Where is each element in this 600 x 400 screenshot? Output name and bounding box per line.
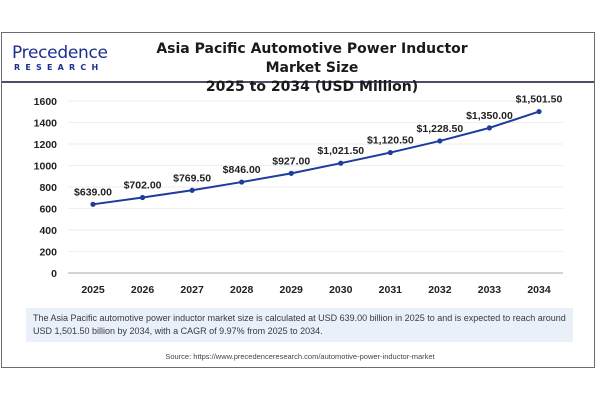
data-label: $769.50 xyxy=(173,172,211,184)
data-point xyxy=(239,179,245,185)
data-point xyxy=(387,149,393,156)
data-point xyxy=(189,187,195,193)
data-label: $1,228.50 xyxy=(417,123,464,135)
x-tick-label: 2026 xyxy=(131,284,155,296)
data-label: $927.00 xyxy=(272,155,310,167)
header: Precedence RESEARCH Asia Pacific Automot… xyxy=(2,33,594,95)
data-point xyxy=(536,108,542,115)
data-label: $1,501.50 xyxy=(516,94,563,106)
data-point xyxy=(139,194,146,201)
x-tick-label: 2029 xyxy=(280,284,304,296)
chart-title-line1: Asia Pacific Automotive Power Inductor M… xyxy=(156,41,468,76)
x-tick-label: 2032 xyxy=(428,284,452,296)
y-tick-label: 0 xyxy=(51,268,57,280)
y-tick-label: 1000 xyxy=(34,161,58,173)
data-label: $1,350.00 xyxy=(466,110,513,122)
logo-main-text: Precedence xyxy=(12,43,108,63)
x-tick-label: 2030 xyxy=(329,284,353,296)
data-label: $1,021.50 xyxy=(317,145,364,157)
description-box: The Asia Pacific automotive power induct… xyxy=(26,308,573,342)
series-line xyxy=(92,110,540,206)
chart-title: Asia Pacific Automotive Power Inductor M… xyxy=(142,40,482,97)
data-label: $846.00 xyxy=(223,164,261,176)
data-point xyxy=(437,138,443,144)
logo-sub-text: RESEARCH xyxy=(14,63,104,72)
x-tick-label: 2028 xyxy=(230,284,254,296)
line-chart: 0 200 400 600 800 1000 1200 1400 1600 2025 2026 202… xyxy=(34,94,563,296)
y-tick-label: 1600 xyxy=(34,96,58,108)
data-point xyxy=(486,125,493,131)
x-tick-label: 2025 xyxy=(81,284,105,296)
y-tick-label: 1200 xyxy=(34,139,58,151)
y-tick-label: 1400 xyxy=(34,118,58,130)
x-tick-label: 2027 xyxy=(180,284,204,296)
chart-title-line2: 2025 to 2034 (USD Million) xyxy=(205,79,419,95)
y-tick-label: 200 xyxy=(39,247,57,259)
data-label: $1,120.50 xyxy=(367,135,414,147)
x-tick-label: 2034 xyxy=(527,284,551,296)
source-text: Source: https://www.precedenceresearch.c… xyxy=(165,352,435,361)
y-tick-label: 400 xyxy=(39,225,57,237)
x-tick-label: 2033 xyxy=(478,284,502,296)
x-tick-label: 2031 xyxy=(379,284,403,296)
description-text: The Asia Pacific automotive power induct… xyxy=(33,313,566,336)
y-tick-label: 600 xyxy=(39,204,57,216)
data-label: $702.00 xyxy=(124,180,162,192)
y-tick-label: 800 xyxy=(39,182,57,194)
precedence-research-logo: Precedence RESEARCH xyxy=(12,43,112,75)
data-point xyxy=(90,201,96,207)
data-point xyxy=(338,160,344,166)
data-point xyxy=(288,170,294,176)
data-label: $639.00 xyxy=(74,186,112,198)
